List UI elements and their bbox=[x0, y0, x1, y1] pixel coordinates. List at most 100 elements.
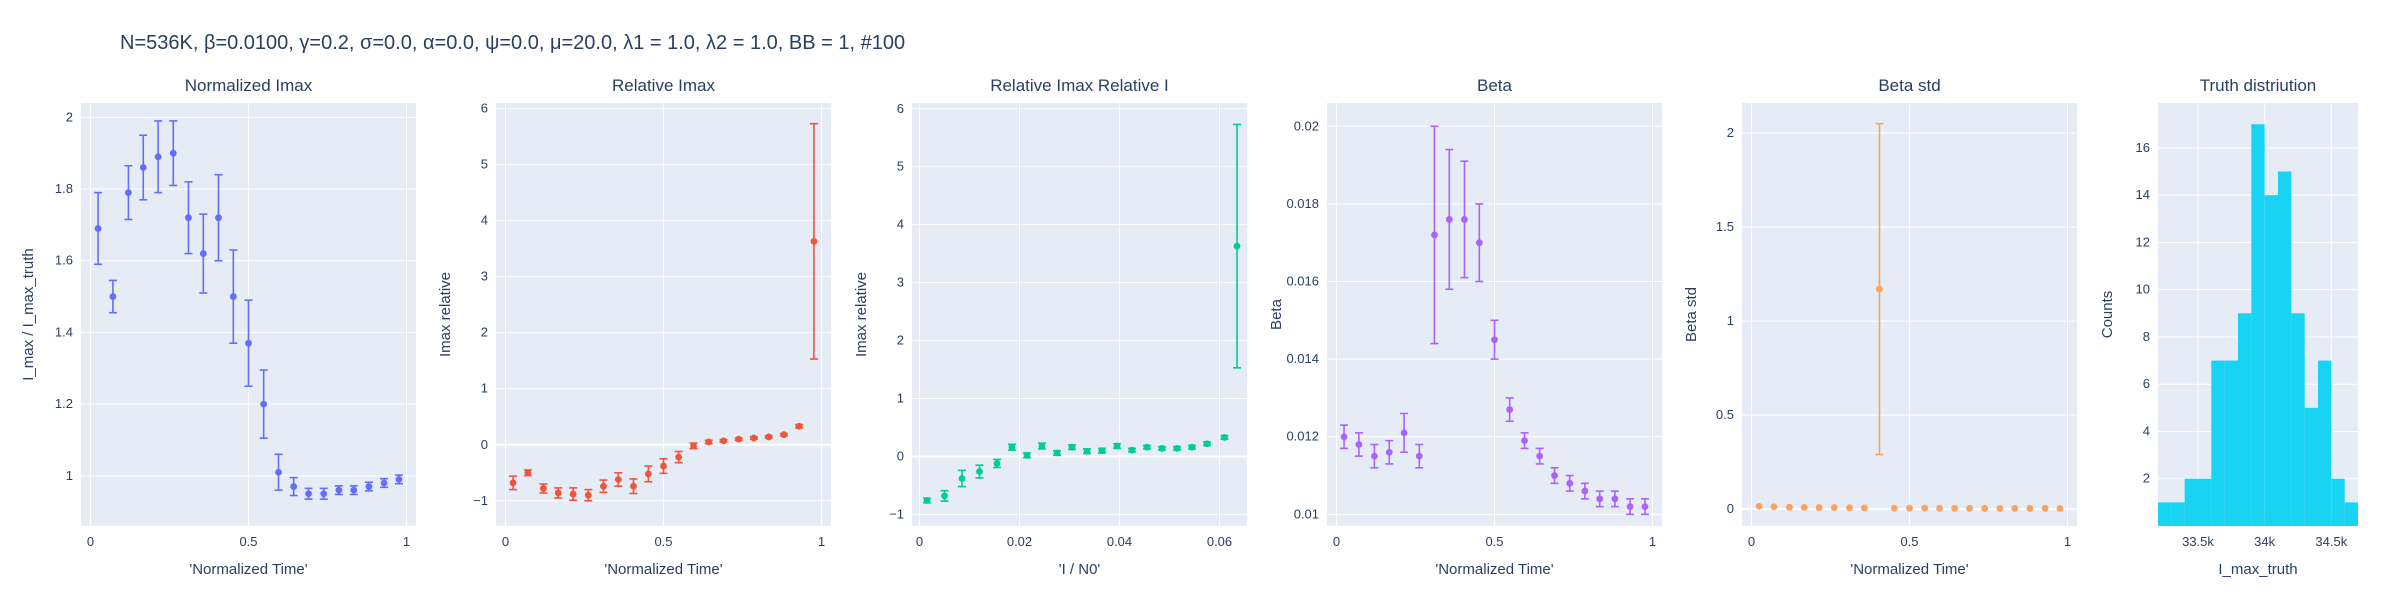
histogram-bar bbox=[2251, 124, 2265, 526]
histogram-bar bbox=[2291, 313, 2305, 526]
y-tick-label: 5 bbox=[897, 159, 904, 174]
data-point bbox=[395, 475, 403, 483]
y-tick-label: 0.02 bbox=[1294, 118, 1319, 133]
data-point bbox=[199, 250, 207, 257]
data-point bbox=[750, 434, 758, 442]
data-point bbox=[350, 486, 358, 494]
data-point bbox=[1536, 452, 1544, 460]
data-point bbox=[229, 293, 237, 300]
subplot-2: 0 0.5 1 −1 0 1 2 3 4 5 6 Relative Imax 'Normalized T… bbox=[437, 76, 831, 578]
histogram-bar bbox=[2278, 171, 2292, 526]
data-point bbox=[540, 485, 547, 492]
x-axis-title: I_max_truth bbox=[2218, 561, 2297, 578]
x-axis-title: 'Normalized Time' bbox=[1435, 561, 1553, 578]
x-tick-label: 34.5k bbox=[2315, 534, 2347, 549]
data-point bbox=[1098, 447, 1106, 455]
data-point bbox=[660, 462, 667, 470]
data-point bbox=[780, 431, 788, 439]
y-tick-label: 4 bbox=[2143, 423, 2150, 438]
y-axis-title: Imax relative bbox=[437, 272, 454, 357]
histogram-bar bbox=[2304, 407, 2318, 526]
y-tick-label: 16 bbox=[2136, 140, 2150, 155]
data-point bbox=[335, 486, 343, 494]
y-tick-label: 2 bbox=[1727, 125, 1734, 140]
data-point bbox=[380, 479, 388, 487]
y-tick-label: 6 bbox=[2143, 376, 2150, 391]
data-point bbox=[705, 438, 713, 446]
data-point bbox=[320, 490, 328, 498]
y-axis-title: Counts bbox=[2099, 291, 2116, 339]
y-tick-label: 1 bbox=[66, 468, 73, 483]
subplot-5: 0 0.5 1 0 0.5 1 1.5 2 Beta std 'Normalized Time' B… bbox=[1683, 76, 2077, 578]
subplot-title: Beta bbox=[1477, 76, 1513, 95]
data-point bbox=[1143, 443, 1151, 451]
x-tick-label: 0 bbox=[916, 534, 923, 549]
data-point bbox=[923, 497, 931, 504]
data-point bbox=[1906, 504, 1913, 512]
data-point bbox=[1521, 437, 1528, 445]
y-tick-label: 2 bbox=[481, 325, 488, 340]
data-point bbox=[290, 483, 298, 490]
x-tick-label: 0.5 bbox=[239, 534, 257, 549]
data-point bbox=[2026, 504, 2034, 512]
data-point bbox=[1475, 239, 1483, 247]
subplot-1: 0 0.5 1 1 1.2 1.4 1.6 1.8 2 Normalized Imax 'Norma… bbox=[20, 76, 416, 578]
data-point bbox=[1611, 495, 1619, 503]
y-tick-label: 0.01 bbox=[1294, 506, 1319, 521]
y-tick-label: 0 bbox=[897, 448, 904, 463]
data-point bbox=[1371, 452, 1378, 460]
data-point bbox=[1996, 504, 2004, 512]
data-point bbox=[305, 490, 312, 498]
subplot-title: Truth distriution bbox=[2200, 76, 2317, 95]
data-point bbox=[94, 225, 102, 232]
y-tick-label: 0.5 bbox=[1716, 407, 1734, 422]
y-tick-label: 1.8 bbox=[55, 181, 73, 196]
y-tick-label: 1 bbox=[1727, 313, 1734, 328]
data-point bbox=[1400, 429, 1408, 437]
data-point bbox=[1876, 285, 1883, 293]
data-point bbox=[1830, 504, 1838, 511]
y-tick-label: 10 bbox=[2136, 282, 2150, 297]
y-tick-label: 0.016 bbox=[1286, 274, 1319, 289]
histogram-bar bbox=[2158, 502, 2172, 526]
y-axis-title: Beta bbox=[1268, 298, 1285, 330]
y-tick-label: 4 bbox=[897, 217, 904, 232]
data-point bbox=[1860, 504, 1868, 512]
x-tick-label: 33.5k bbox=[2182, 534, 2214, 549]
x-axis-title: 'Normalized Time' bbox=[604, 561, 722, 578]
data-point bbox=[1173, 444, 1181, 452]
y-axis-title: Beta std bbox=[1683, 287, 1700, 342]
y-tick-label: −1 bbox=[473, 493, 488, 508]
y-axis-title: I_max / I_max_truth bbox=[20, 248, 37, 381]
y-tick-label: 4 bbox=[481, 213, 488, 228]
histogram-bar bbox=[2264, 195, 2278, 526]
x-tick-label: 0 bbox=[87, 534, 94, 549]
x-tick-label: 0 bbox=[1748, 534, 1755, 549]
data-point bbox=[1445, 216, 1453, 223]
x-tick-label: 0.04 bbox=[1107, 534, 1132, 549]
data-point bbox=[1890, 504, 1898, 512]
x-tick-label: 0.02 bbox=[1007, 534, 1032, 549]
y-tick-label: 8 bbox=[2143, 329, 2150, 344]
x-tick-label: 1 bbox=[1649, 534, 1656, 549]
y-tick-label: 2 bbox=[2143, 471, 2150, 486]
data-point bbox=[1770, 503, 1778, 511]
subplot-4: 0 0.5 1 0.01 0.012 0.014 0.016 0.018 0.02 Beta 'No… bbox=[1268, 76, 1662, 578]
subplot-3: 0 0.02 0.04 0.06 −1 0 1 2 3 4 5 6 Relative Imax Rela… bbox=[853, 76, 1247, 578]
x-tick-label: 1 bbox=[403, 534, 410, 549]
data-point bbox=[993, 460, 1001, 467]
data-point bbox=[1755, 502, 1763, 510]
y-tick-label: 6 bbox=[481, 101, 488, 116]
y-tick-label: 1.4 bbox=[55, 324, 73, 339]
data-point bbox=[245, 339, 252, 347]
y-tick-label: 0.018 bbox=[1286, 196, 1319, 211]
data-point bbox=[154, 153, 162, 161]
data-point bbox=[1551, 472, 1558, 479]
data-point bbox=[215, 214, 222, 222]
data-point bbox=[1415, 452, 1423, 460]
data-point bbox=[795, 422, 803, 430]
data-point bbox=[1221, 433, 1228, 441]
data-point bbox=[2041, 504, 2049, 512]
data-point bbox=[1581, 487, 1589, 495]
data-point bbox=[1023, 451, 1031, 459]
